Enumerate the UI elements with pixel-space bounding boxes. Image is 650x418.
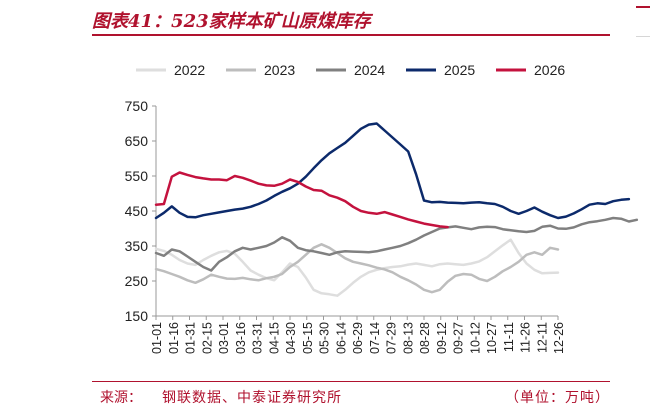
x-tick-label: 05-15	[301, 322, 315, 354]
y-tick-label: 750	[125, 98, 149, 114]
x-tick-label: 04-15	[267, 322, 281, 354]
legend: 2022 2023 2024 2025 2026	[136, 62, 565, 78]
unit-text: （单位：万吨）	[505, 390, 610, 406]
footer: 来源： 钢联数据、中泰证券研究所 （单位：万吨）	[92, 387, 630, 411]
legend-label-2025: 2025	[444, 62, 475, 78]
x-tick-label: 10-27	[485, 322, 499, 354]
x-tick-label: 11-26	[519, 322, 533, 353]
series-line-2025	[154, 122, 631, 220]
series-line-2024	[154, 216, 639, 272]
x-axis: 01-01 01-16 01-31 02-15 03-01 03-16 03-31 04-15…	[150, 315, 566, 354]
x-tick-label: 10-12	[468, 322, 482, 354]
x-tick-label: 06-14	[334, 322, 348, 354]
x-tick-label: 01-01	[150, 322, 164, 354]
x-tick-label: 11-11	[502, 322, 516, 352]
x-tick-label: 07-29	[385, 322, 399, 354]
legend-label-2023: 2023	[264, 62, 295, 78]
y-tick-label: 650	[125, 133, 149, 149]
edge-divider-mark	[636, 36, 650, 37]
x-tick-label: 01-31	[184, 322, 198, 354]
x-tick-label: 01-16	[167, 322, 181, 354]
page-title: 图表41：523家样本矿山原煤库存	[92, 11, 371, 32]
source-label: 来源：	[100, 390, 142, 406]
legend-label-2026: 2026	[534, 62, 565, 78]
legend-label-2022: 2022	[174, 62, 205, 78]
x-tick-label: 07-14	[368, 322, 382, 354]
y-tick-label: 450	[125, 203, 149, 219]
y-tick-label: 550	[125, 168, 149, 184]
x-tick-label: 08-13	[401, 322, 415, 354]
y-axis: 150 250 350 450 550 650 750	[125, 98, 157, 324]
source-text: 钢联数据、中泰证券研究所	[162, 390, 342, 406]
footer-divider	[92, 381, 610, 382]
x-tick-label: 06-29	[351, 322, 365, 354]
y-tick-label: 350	[125, 238, 149, 254]
edge-accent-mark	[636, 6, 650, 8]
x-tick-label: 03-31	[251, 322, 265, 354]
x-tick-label: 08-28	[418, 322, 432, 354]
y-tick-label: 250	[125, 273, 149, 289]
x-tick-label: 09-27	[452, 322, 466, 354]
x-tick-label: 04-30	[284, 322, 298, 354]
x-tick-label: 03-01	[217, 322, 231, 354]
x-tick-label: 12-26	[552, 322, 566, 354]
series-line-2023	[154, 243, 560, 294]
x-tick-label: 05-30	[318, 322, 332, 354]
series-line-2022	[154, 238, 560, 297]
legend-label-2024: 2024	[354, 62, 385, 78]
x-tick-label: 12-11	[535, 322, 549, 353]
title-bar: 图表41：523家样本矿山原煤库存	[92, 4, 610, 36]
series-lines	[154, 122, 639, 297]
x-tick-label: 03-16	[234, 322, 248, 354]
x-tick-label: 09-12	[435, 322, 449, 354]
series-line-2026	[154, 171, 449, 229]
x-tick-label: 02-15	[200, 322, 214, 354]
y-tick-label: 150	[125, 308, 149, 324]
